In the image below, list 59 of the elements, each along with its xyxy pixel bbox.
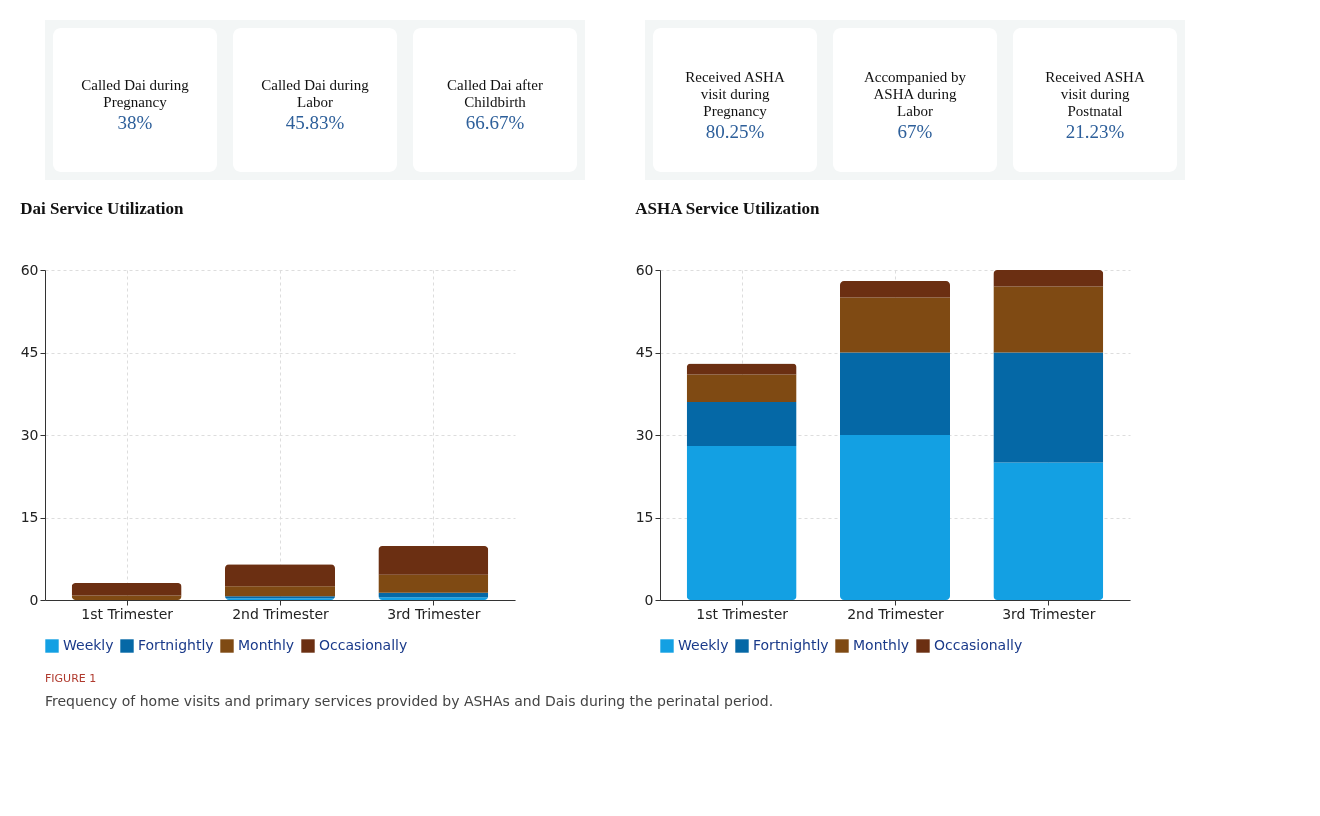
x-tick-label: 1st Trimester — [696, 605, 789, 622]
y-tick-label: 0 — [644, 591, 654, 608]
bar — [225, 586, 335, 597]
y-tick-label: 30 — [635, 426, 654, 443]
legend-label: Occasionally — [934, 637, 1023, 653]
text: 45.83% — [285, 112, 345, 133]
bar — [993, 462, 1104, 600]
bar — [993, 352, 1104, 463]
chart-title: Dai Service Utilization — [20, 199, 185, 218]
caption: FIGURE 1 — [45, 672, 97, 685]
bar — [840, 297, 950, 353]
legend-label: Monthly — [238, 637, 295, 653]
bar — [686, 374, 797, 402]
bar — [378, 597, 489, 600]
legend-label: Occasionally — [319, 637, 408, 653]
bar — [686, 402, 797, 446]
legend-label: Monthly — [853, 637, 910, 653]
text: Accompanied by ASHA during Labor — [863, 68, 967, 119]
x-tick-label: 3rd Trimester — [387, 605, 481, 622]
bar — [993, 270, 1104, 287]
x-tick-label: 2nd Trimester — [232, 605, 330, 622]
text: 80.25% — [705, 120, 765, 142]
bar — [840, 281, 950, 298]
text: Called Dai during Labor — [261, 77, 370, 110]
legend-label: Fortnightly — [753, 637, 829, 653]
text: Received ASHA visit during Postnatal — [1045, 68, 1145, 119]
bar — [378, 574, 489, 593]
y-tick-label: 60 — [20, 261, 39, 278]
text: 66.67% — [465, 112, 525, 133]
x-tick-label: 1st Trimester — [81, 605, 174, 622]
bar — [840, 352, 950, 435]
text: Called Dai during Pregnancy — [81, 77, 190, 110]
bar — [378, 592, 489, 598]
x-tick-label: 2nd Trimester — [847, 605, 945, 622]
bar — [71, 582, 182, 596]
text: 38% — [117, 112, 153, 133]
text: Frequency of home visits and primary services provided by ASHAs and Dais during the perinatal period. — [45, 693, 774, 709]
y-tick-label: 45 — [20, 344, 39, 360]
bar — [686, 363, 797, 375]
y-tick-label: 30 — [20, 426, 39, 443]
text: Received ASHA visit during Pregnancy — [685, 68, 785, 119]
legend-label: Weekly — [678, 637, 729, 653]
bar — [225, 564, 335, 587]
chart-title: ASHA Service Utilization — [635, 199, 820, 218]
bar — [378, 546, 489, 575]
text: 21.23% — [1065, 120, 1125, 142]
y-tick-label: 15 — [635, 509, 654, 525]
bar — [686, 446, 797, 600]
y-tick-label: 45 — [635, 344, 654, 360]
bar — [840, 435, 950, 600]
y-tick-label: 15 — [20, 509, 39, 525]
y-tick-label: 0 — [29, 591, 39, 608]
x-tick-label: 3rd Trimester — [1002, 605, 1096, 622]
legend-label: Fortnightly — [138, 637, 214, 653]
bar — [993, 286, 1104, 353]
text: 67% — [897, 120, 933, 142]
legend-label: Weekly — [63, 637, 114, 653]
y-tick-label: 60 — [635, 261, 654, 278]
text: Called Dai after Childbirth — [447, 77, 543, 110]
